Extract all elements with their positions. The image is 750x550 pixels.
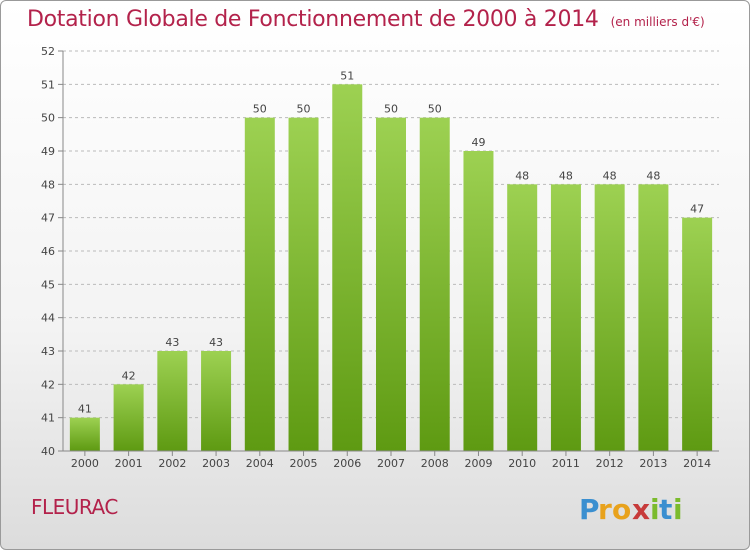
bar: [69, 417, 100, 451]
svg-text:r: r: [598, 493, 612, 526]
svg-text:P: P: [579, 493, 600, 526]
y-tick-label: 48: [41, 178, 55, 191]
bar-value-label: 48: [559, 169, 573, 182]
bar-value-label: 48: [646, 169, 660, 182]
y-tick-label: 43: [41, 345, 55, 358]
x-tick-label: 2007: [377, 457, 405, 470]
chart-title: Dotation Globale de Fonctionnement de 20…: [27, 7, 705, 32]
y-tick-label: 46: [41, 245, 55, 258]
bar: [594, 184, 625, 452]
bar: [682, 217, 713, 451]
bar-value-label: 43: [209, 336, 223, 349]
x-tick-label: 2014: [683, 457, 711, 470]
proxiti-logo: P r o x i t i: [579, 493, 683, 526]
y-tick-label: 41: [41, 412, 55, 425]
bar-value-label: 41: [78, 403, 92, 416]
bar: [638, 184, 669, 452]
bar: [507, 184, 538, 452]
x-tick-label: 2012: [596, 457, 624, 470]
x-tick-label: 2008: [421, 457, 449, 470]
bar: [332, 84, 363, 451]
bar: [113, 384, 144, 451]
y-tick-label: 50: [41, 112, 55, 125]
bar-value-label: 50: [297, 103, 311, 116]
x-tick-label: 2010: [508, 457, 536, 470]
y-tick-label: 45: [41, 278, 55, 291]
x-tick-label: 2000: [71, 457, 99, 470]
svg-text:t: t: [659, 493, 672, 526]
bar-value-label: 48: [515, 169, 529, 182]
x-tick-label: 2003: [202, 457, 230, 470]
x-tick-label: 2011: [552, 457, 580, 470]
svg-text:i: i: [673, 493, 683, 526]
bar: [376, 117, 406, 452]
bar: [244, 117, 275, 452]
bar: [550, 184, 581, 452]
bar-value-label: 50: [253, 103, 267, 116]
bar: [157, 351, 188, 451]
bars: [69, 84, 713, 452]
y-tick-label: 47: [41, 212, 55, 225]
bar-value-label: 43: [165, 336, 179, 349]
bar: [201, 351, 232, 451]
x-tick-label: 2005: [290, 457, 318, 470]
bar: [419, 117, 450, 452]
y-tick-label: 40: [41, 445, 55, 458]
bar-value-label: 47: [690, 203, 704, 216]
y-tick-label: 42: [41, 378, 55, 391]
y-tick-label: 51: [41, 78, 55, 91]
x-tick-label: 2006: [333, 457, 361, 470]
x-tick-label: 2002: [158, 457, 186, 470]
bar-value-label: 50: [384, 103, 398, 116]
bar-value-label: 48: [603, 169, 617, 182]
axes: [58, 50, 719, 456]
svg-text:o: o: [612, 493, 631, 526]
y-tick-label: 44: [41, 312, 55, 325]
bar-value-label: 50: [428, 103, 442, 116]
bar-value-label: 49: [471, 136, 485, 149]
bar-value-label: 51: [340, 69, 354, 82]
x-tick-label: 2009: [464, 457, 492, 470]
bar: [288, 117, 319, 452]
x-tick-label: 2013: [639, 457, 667, 470]
x-tick-label: 2001: [115, 457, 143, 470]
chart-subtitle: (en milliers d'€): [610, 15, 705, 29]
labels: 40 41 42 43 44 45 46 47 48 49 50 51 52 41 2000 42 2001 43…: [41, 45, 711, 470]
commune-name: FLEURAC: [31, 495, 118, 519]
bar: [463, 151, 494, 451]
bar-value-label: 42: [122, 369, 136, 382]
y-tick-label: 49: [41, 145, 55, 158]
y-tick-label: 52: [41, 45, 55, 58]
chart-title-text: Dotation Globale de Fonctionnement de 20…: [27, 7, 599, 32]
svg-text:i: i: [650, 493, 660, 526]
x-tick-label: 2004: [246, 457, 274, 470]
svg-text:x: x: [632, 493, 650, 526]
